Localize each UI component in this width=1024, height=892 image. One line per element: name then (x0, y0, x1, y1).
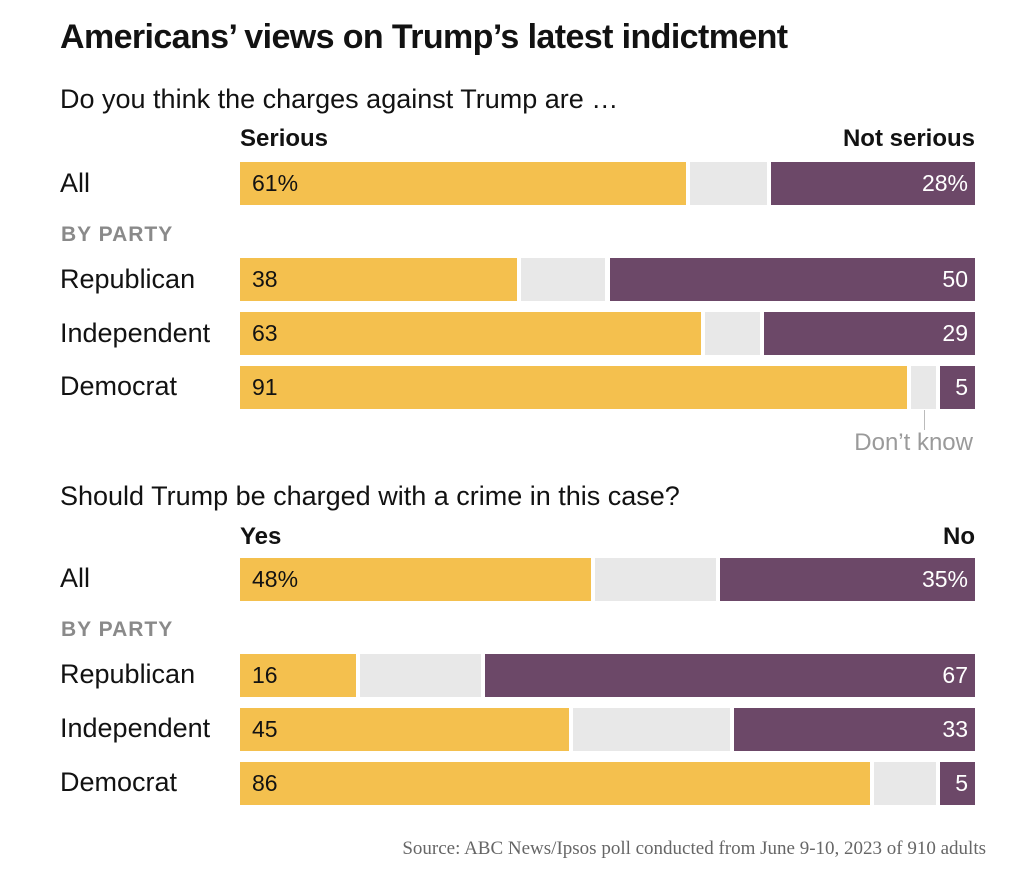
bar-segment-yes (240, 162, 687, 205)
bar-segment-no (771, 162, 975, 205)
row-label-all: All (60, 168, 91, 198)
bar-value-label-no: 5 (955, 770, 968, 796)
bar-segment-dont-know (705, 312, 760, 355)
stacked-bar-independent: 63 29 (240, 312, 975, 355)
bar-segment-no (940, 762, 975, 805)
stacked-bar-democrat: 91 5 (240, 366, 975, 409)
row-label-all: All (60, 563, 91, 593)
bar-value-label-yes: 63 (252, 320, 278, 346)
bar-value-label-no: 33 (942, 716, 968, 742)
row-label-republican: Republican (60, 659, 196, 689)
bar-value-label-no: 50 (942, 266, 968, 292)
bar-segment-dont-know (874, 762, 937, 805)
bar-value-label-no: 5 (955, 374, 968, 400)
right-category-label: Not serious (842, 125, 975, 152)
chart-title: Americans’ views on Trump’s latest indic… (60, 18, 788, 56)
left-category-label: Yes (240, 523, 282, 550)
panel-question: Do you think the charges against Trump a… (60, 84, 619, 114)
row-label-independent: Independent (60, 318, 211, 348)
bar-segment-no (940, 366, 975, 409)
bar-segment-yes (240, 558, 591, 601)
bar-segment-dont-know (359, 654, 481, 697)
bar-segment-dont-know (594, 558, 716, 601)
bar-segment-no (719, 558, 975, 601)
bar-value-label-yes: 48% (252, 566, 299, 592)
stacked-bar-republican: 38 50 (240, 258, 975, 301)
row-label-republican: Republican (60, 264, 196, 294)
row-label-democrat: Democrat (60, 767, 178, 797)
bar-value-label-yes: 16 (252, 662, 278, 688)
bar-segment-no (484, 654, 975, 697)
stacked-bar-republican: 16 67 (240, 654, 975, 697)
bar-segment-yes (240, 366, 907, 409)
bar-value-label-yes: 38 (252, 266, 278, 292)
source-note: Source: ABC News/Ipsos poll conducted fr… (402, 838, 986, 859)
bar-segment-no (763, 312, 975, 355)
bar-segment-no (609, 258, 975, 301)
row-label-democrat: Democrat (60, 371, 178, 401)
section-label-by-party: BY PARTY (61, 223, 174, 246)
right-category-label: No (943, 523, 975, 550)
bar-value-label-yes: 45 (252, 716, 278, 742)
bar-segment-yes (240, 312, 702, 355)
bar-segment-dont-know (572, 708, 731, 751)
stacked-bar-independent: 45 33 (240, 708, 975, 751)
panel-question: Should Trump be charged with a crime in … (60, 481, 680, 511)
bar-value-label-no: 29 (942, 320, 968, 346)
bar-segment-yes (240, 708, 569, 751)
bar-value-label-yes: 61% (252, 170, 299, 196)
dont-know-label: Don’t know (854, 429, 973, 456)
dont-know-leader-line (923, 410, 925, 430)
bar-segment-dont-know (690, 162, 768, 205)
row-label-independent: Independent (60, 713, 211, 743)
bar-value-label-no: 67 (942, 662, 968, 688)
bar-value-label-no: 35% (921, 566, 968, 592)
stacked-bar-all: 48% 35% (240, 558, 975, 601)
bar-value-label-no: 28% (921, 170, 968, 196)
bar-segment-yes (240, 258, 518, 301)
bar-segment-no (734, 708, 975, 751)
left-category-label: Serious (240, 125, 329, 152)
bar-segment-dont-know (910, 366, 937, 409)
bar-segment-dont-know (521, 258, 606, 301)
bar-segment-yes (240, 654, 356, 697)
bar-segment-yes (240, 762, 871, 805)
bar-value-label-yes: 91 (252, 374, 278, 400)
bar-value-label-yes: 86 (252, 770, 278, 796)
stacked-bar-democrat: 86 5 (240, 762, 975, 805)
section-label-by-party: BY PARTY (61, 618, 174, 641)
stacked-bar-all: 61% 28% (240, 162, 975, 205)
